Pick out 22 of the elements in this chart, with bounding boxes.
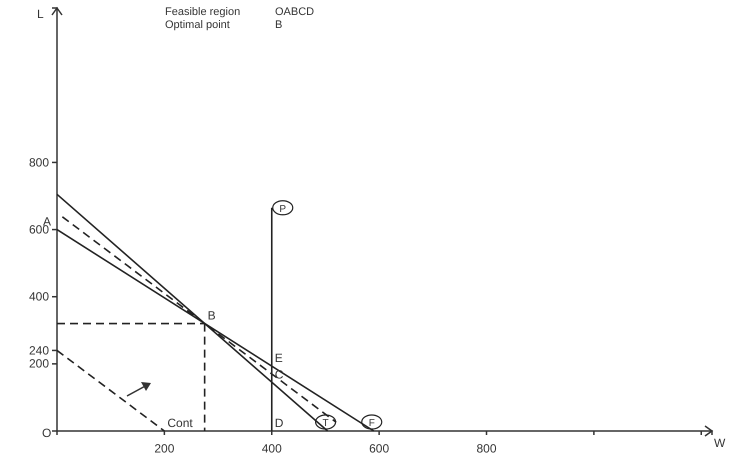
annotation: Cont	[167, 416, 194, 430]
x-tick-label: 400	[262, 441, 282, 456]
annotation: B	[275, 19, 282, 31]
series-label: F	[368, 418, 375, 429]
series-label: T	[322, 418, 329, 429]
x-tick-label: 600	[369, 441, 390, 456]
text: O	[42, 426, 52, 440]
x-tick-label: 800	[476, 441, 497, 456]
x-axis-title: W	[714, 436, 726, 450]
annotation: D	[274, 416, 284, 430]
annotation: B	[208, 308, 216, 323]
y-tick-label: 400	[28, 290, 50, 304]
annotation: E	[274, 351, 283, 366]
y-tick-label: 200	[28, 356, 50, 371]
y-tick-label: 800	[28, 155, 50, 170]
y-tick-label: 240	[28, 343, 50, 358]
annotation: Optimal point	[165, 19, 230, 31]
y-axis-title: L	[37, 7, 44, 21]
x-tick-label: 200	[154, 441, 175, 456]
annotation: OABCD	[275, 6, 314, 18]
annotation: Feasible region	[165, 6, 240, 18]
series-label: P	[279, 204, 286, 215]
